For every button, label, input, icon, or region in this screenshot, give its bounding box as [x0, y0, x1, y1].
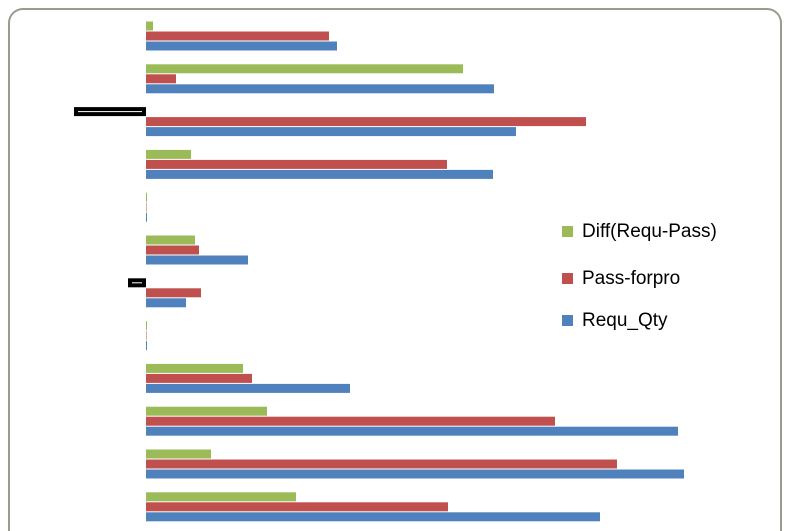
bar [146, 298, 186, 308]
bar [146, 288, 201, 298]
legend-label: Pass-forpro [582, 268, 680, 289]
bar [146, 331, 147, 341]
bar [146, 459, 617, 469]
bar [146, 341, 147, 351]
bar [146, 426, 678, 436]
legend-label: Diff(Requ-Pass) [582, 221, 717, 242]
bar [146, 212, 147, 222]
bar [146, 235, 195, 245]
legend-swatch [562, 226, 573, 237]
bar [146, 149, 191, 159]
bar [146, 41, 337, 51]
bar [146, 64, 463, 74]
chart-frame [8, 8, 782, 531]
bar [146, 383, 350, 393]
bar [146, 31, 329, 41]
bar [146, 469, 684, 479]
bar [146, 192, 147, 202]
bar [146, 416, 555, 426]
bar [146, 84, 494, 94]
bar [146, 512, 600, 522]
bar [146, 202, 147, 212]
bar [146, 117, 586, 127]
bar [128, 278, 146, 288]
bar [146, 492, 296, 502]
bar [146, 21, 153, 31]
bar [146, 74, 176, 84]
bar [146, 363, 243, 373]
bar [146, 127, 516, 137]
bar [146, 255, 248, 265]
bar [146, 159, 447, 169]
bar [74, 107, 146, 117]
bar [146, 373, 252, 383]
bar [146, 169, 493, 179]
legend-swatch [562, 315, 573, 326]
bar [146, 321, 147, 331]
bar [146, 245, 199, 255]
legend-swatch [562, 273, 573, 284]
legend-label: Requ_Qty [582, 310, 668, 331]
bar [146, 502, 448, 512]
bar [146, 406, 267, 416]
bar [146, 449, 211, 459]
